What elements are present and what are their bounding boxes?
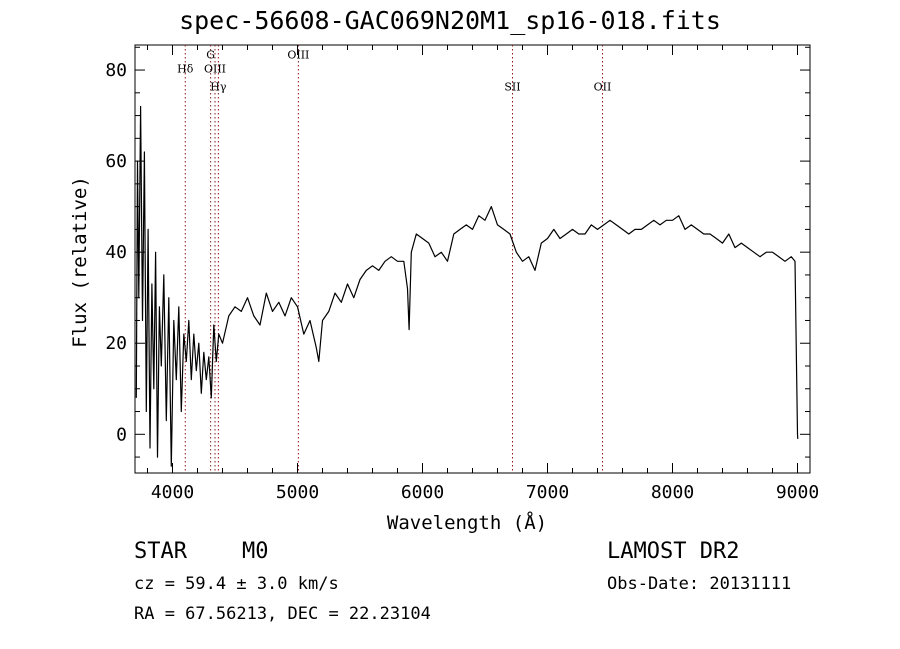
spectral-line-label: OIII (204, 62, 226, 75)
object-subclass: M0 (242, 539, 269, 564)
x-tick-label: 8000 (651, 482, 694, 503)
x-tick-label: 5000 (276, 482, 319, 503)
y-tick-label: 60 (105, 151, 127, 172)
redshift-text: cz = 59.4 ± 3.0 km/s (134, 574, 339, 594)
y-axis-label: Flux (relative) (69, 176, 91, 348)
spectral-line-label: G (206, 49, 215, 62)
plot-frame (134, 44, 811, 474)
coordinates-text: RA = 67.56213, DEC = 22.23104 (134, 604, 431, 624)
survey-name: LAMOST DR2 (607, 539, 740, 564)
chart-title: spec-56608-GAC069N20M1_sp16-018.fits (179, 6, 721, 35)
spectral-line-label: Hγ (210, 81, 227, 94)
spectral-line-label: OIII (287, 49, 309, 62)
x-tick-label: 6000 (401, 482, 444, 503)
y-tick-label: 0 (116, 424, 127, 445)
plot-frame-layer (134, 44, 811, 474)
observation-date: Obs-Date: 20131111 (607, 574, 792, 594)
x-tick-label: 4000 (151, 482, 194, 503)
object-class: STAR (134, 539, 187, 564)
y-tick-label: 20 (105, 333, 127, 354)
y-tick-label: 40 (105, 242, 127, 263)
x-axis-label: Wavelength (Å) (387, 511, 547, 534)
spectral-line-label: OII (594, 81, 612, 94)
spectrum-line (135, 105, 799, 467)
y-tick-label: 80 (105, 60, 127, 81)
axis-ticks-layer: 4000 5000 6000 7000 8000 9000 0 20 40 60 80 (105, 45, 819, 503)
x-tick-label: 7000 (526, 482, 569, 503)
spectrum-series-layer (135, 105, 799, 467)
spectral-line-label: SII (504, 81, 520, 94)
spectral-line-label: Hδ (177, 62, 194, 75)
x-tick-label: 9000 (776, 482, 819, 503)
